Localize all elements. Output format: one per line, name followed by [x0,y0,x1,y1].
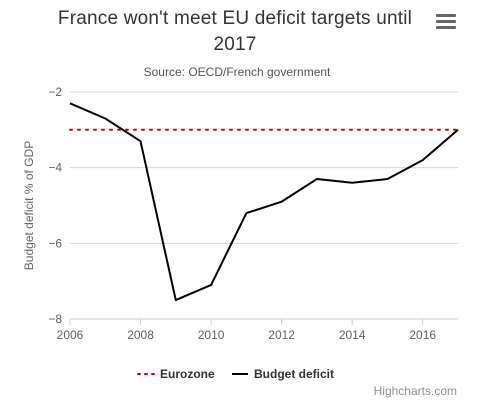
y-tick-label: −2 [48,85,62,99]
x-tick-label: 2016 [409,328,436,342]
legend-label: Eurozone [160,367,215,381]
x-tick-label: 2014 [339,328,366,342]
highcharts-credit-link[interactable]: Highcharts.com [373,384,457,398]
grid-lines [70,91,458,320]
chart-title: France won't meet EU deficit targets unt… [30,6,440,58]
x-tick-label: 2006 [57,328,84,342]
legend-item-budget-deficit[interactable]: Budget deficit [232,367,334,381]
x-tick-label: 2008 [127,328,154,342]
chart-subtitle: Source: OECD/French government [143,65,331,79]
chart-title-line-1: France won't meet EU deficit targets unt… [57,8,413,29]
y-tick-label: −6 [48,236,62,250]
y-tick-label: −4 [48,161,62,175]
legend-label: Budget deficit [254,367,334,381]
series-layer [69,102,459,302]
hamburger-menu-icon[interactable] [436,14,456,30]
chart-title-line-2: 2017 [213,34,257,55]
y-tick-label: −8 [48,312,62,326]
y-axis-label: Budget deficit % of GDP [22,141,36,270]
legend: Eurozone Budget deficit [137,367,334,381]
series-line-budget-deficit[interactable] [69,102,459,302]
legend-item-eurozone[interactable]: Eurozone [137,367,215,381]
x-tick-label: 2010 [198,328,225,342]
y-axis-ticks: −2 −4 −6 −8 [48,85,62,326]
x-axis-ticks: 2006 2008 2010 2012 2014 2016 [57,318,458,342]
x-tick-label: 2012 [268,328,295,342]
